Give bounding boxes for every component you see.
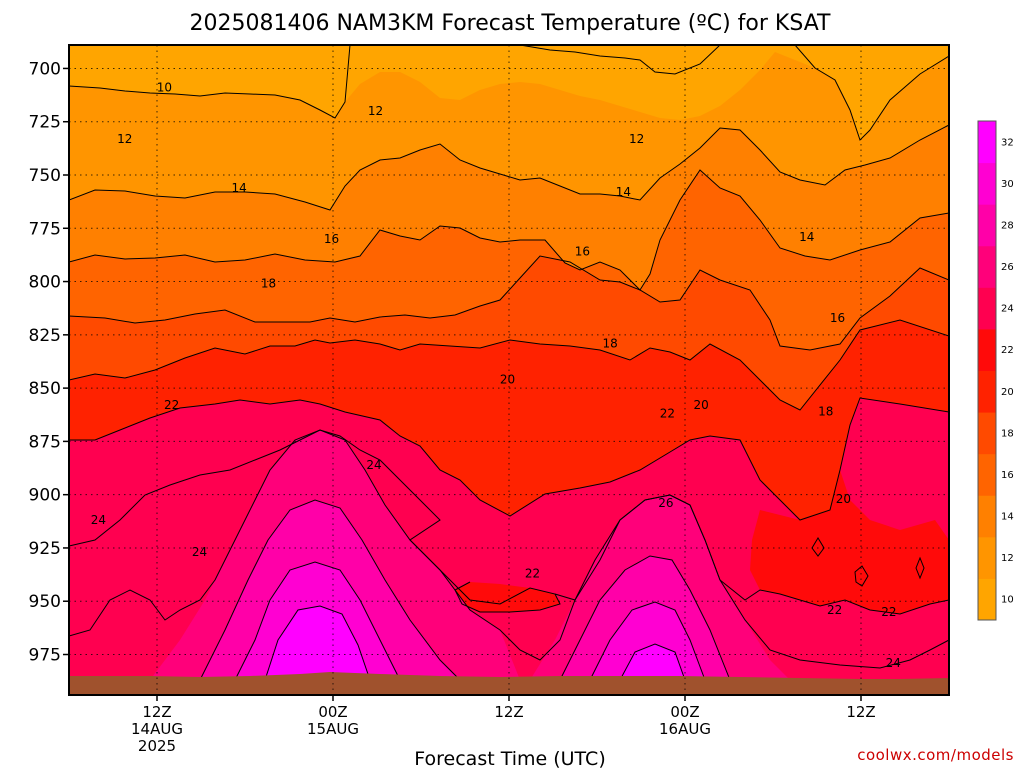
contour-label: 18 xyxy=(603,336,618,350)
colorbar-swatch xyxy=(978,495,996,538)
contour-label: 12 xyxy=(629,132,644,146)
contour-label: 14 xyxy=(231,181,246,195)
colorbar-swatch xyxy=(978,453,996,496)
contour-label: 22 xyxy=(525,567,540,581)
contour-label: 10 xyxy=(157,81,172,95)
colorbar-swatch xyxy=(978,370,996,413)
isotherm-14 xyxy=(69,169,949,291)
contour-label: 18 xyxy=(818,405,833,419)
isotherm-16 xyxy=(69,255,949,351)
contour-label: 22 xyxy=(881,605,896,619)
isotherm-24 xyxy=(69,429,949,669)
contour-label: 12 xyxy=(368,104,383,118)
isotherm-22-loop xyxy=(811,537,825,557)
isotherm-18 xyxy=(69,319,949,411)
colorbar-label: 14 xyxy=(1001,512,1014,523)
colorbar-swatch xyxy=(978,121,996,164)
colorbar-label: 32 xyxy=(1001,137,1014,148)
x-tick-label: 00Z xyxy=(670,703,699,721)
y-tick-label: 975 xyxy=(29,646,61,666)
colorbar-label: 18 xyxy=(1001,428,1014,439)
colorbar-label: 24 xyxy=(1001,304,1014,315)
colorbar-label: 26 xyxy=(1001,262,1014,273)
colorbar-label: 10 xyxy=(1001,595,1014,606)
colorbar-swatch xyxy=(978,578,996,621)
cool-pocket-22 xyxy=(455,582,560,612)
y-tick-label: 900 xyxy=(29,486,61,506)
chart-title: 2025081406 NAM3KM Forecast Temperature (… xyxy=(190,11,832,36)
contour-label: 16 xyxy=(830,311,845,325)
contour-label: 26 xyxy=(658,496,673,510)
colorbar-swatch xyxy=(978,162,996,205)
colorbar-swatch xyxy=(978,287,996,330)
y-tick-label: 950 xyxy=(29,592,61,612)
y-axis: 700 725 750 775 800 825 850 875 900 925 950 975 xyxy=(29,59,69,666)
contour-label: 20 xyxy=(500,373,515,387)
colorbar-swatch xyxy=(978,204,996,247)
contour-label: 22 xyxy=(660,407,675,421)
y-tick-label: 850 xyxy=(29,379,61,399)
credit-link[interactable]: coolwx.com/models xyxy=(857,746,1014,764)
isotherms xyxy=(69,45,949,681)
colorbar-label: 20 xyxy=(1001,387,1014,398)
isotherm-22-loop-2 xyxy=(854,556,925,587)
cool-pocket-top xyxy=(520,45,720,74)
x-tick-label: 14AUG xyxy=(131,720,183,738)
colorbar-swatch xyxy=(978,245,996,288)
warm-dome-2-32 xyxy=(620,644,685,680)
warm-dome-1-32 xyxy=(265,606,370,680)
contour-label: 14 xyxy=(616,185,631,199)
colorbar-swatch xyxy=(978,536,996,579)
contour-label: 12 xyxy=(117,132,132,146)
colorbar-frame xyxy=(977,120,997,621)
colorbar: 10 12 14 16 18 20 22 24 26 28 30 32 xyxy=(977,120,1014,621)
y-tick-label: 725 xyxy=(29,113,61,133)
contour-label: 16 xyxy=(575,245,590,259)
colorbar-label: 28 xyxy=(1001,220,1014,231)
colorbar-label: 22 xyxy=(1001,345,1014,356)
contour-label: 24 xyxy=(91,513,106,527)
colorbar-label: 30 xyxy=(1001,179,1014,190)
y-tick-label: 875 xyxy=(29,432,61,452)
contour-label: 16 xyxy=(324,232,339,246)
x-tick-label: 12Z xyxy=(494,703,523,721)
grid-lines xyxy=(69,45,949,695)
y-tick-label: 700 xyxy=(29,59,61,79)
x-tick-label: 2025 xyxy=(138,737,176,755)
contour-label: 24 xyxy=(886,656,901,670)
colorbar-swatch xyxy=(978,328,996,371)
colorbar-swatch xyxy=(978,412,996,455)
y-tick-label: 775 xyxy=(29,219,61,239)
x-tick-label: 00Z xyxy=(318,703,347,721)
contour-label: 14 xyxy=(799,230,814,244)
colorbar-label: 12 xyxy=(1001,553,1014,564)
x-tick-label: 12Z xyxy=(142,703,171,721)
cool-pocket-22b xyxy=(750,470,949,614)
isotherm-26 xyxy=(199,499,731,681)
y-tick-label: 750 xyxy=(29,166,61,186)
contour-label: 24 xyxy=(366,458,381,472)
isotherm-30 xyxy=(264,605,686,681)
isotherm-12 xyxy=(69,124,949,211)
y-tick-label: 925 xyxy=(29,539,61,559)
contour-label: 24 xyxy=(192,545,207,559)
colorbar-label: 16 xyxy=(1001,470,1014,481)
contour-label: 18 xyxy=(261,277,276,291)
contour-label: 20 xyxy=(836,492,851,506)
contour-label: 20 xyxy=(693,398,708,412)
contour-label: 22 xyxy=(827,603,842,617)
x-axis-label: Forecast Time (UTC) xyxy=(414,748,605,768)
y-tick-label: 800 xyxy=(29,273,61,293)
y-tick-label: 825 xyxy=(29,326,61,346)
contour-labels: 10 12 12 12 14 14 14 16 16 16 18 18 18 20 20 20 22 22 22 22… xyxy=(91,81,901,670)
x-tick-label: 16AUG xyxy=(659,720,711,738)
contour-label: 22 xyxy=(164,398,179,412)
isotherm-20 xyxy=(69,397,949,521)
x-tick-label: 12Z xyxy=(846,703,875,721)
isotherm-28 xyxy=(234,561,706,681)
x-tick-label: 15AUG xyxy=(307,720,359,738)
